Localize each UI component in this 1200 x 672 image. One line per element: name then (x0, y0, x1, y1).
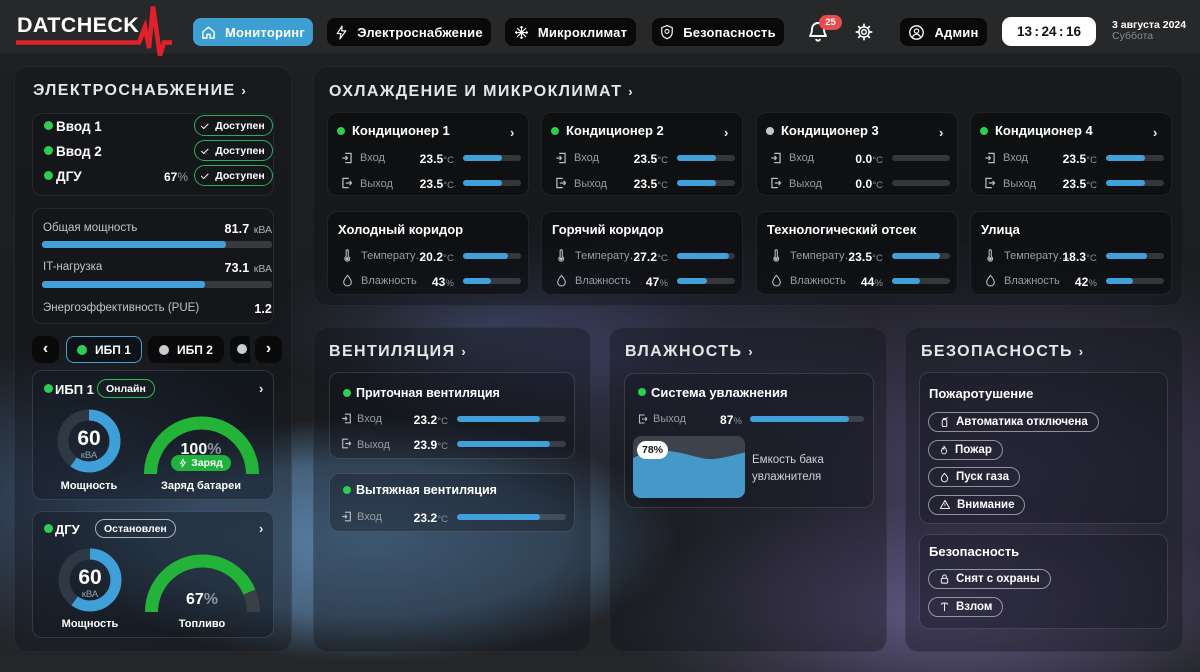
svg-text:DATCHECK: DATCHECK (17, 13, 139, 37)
